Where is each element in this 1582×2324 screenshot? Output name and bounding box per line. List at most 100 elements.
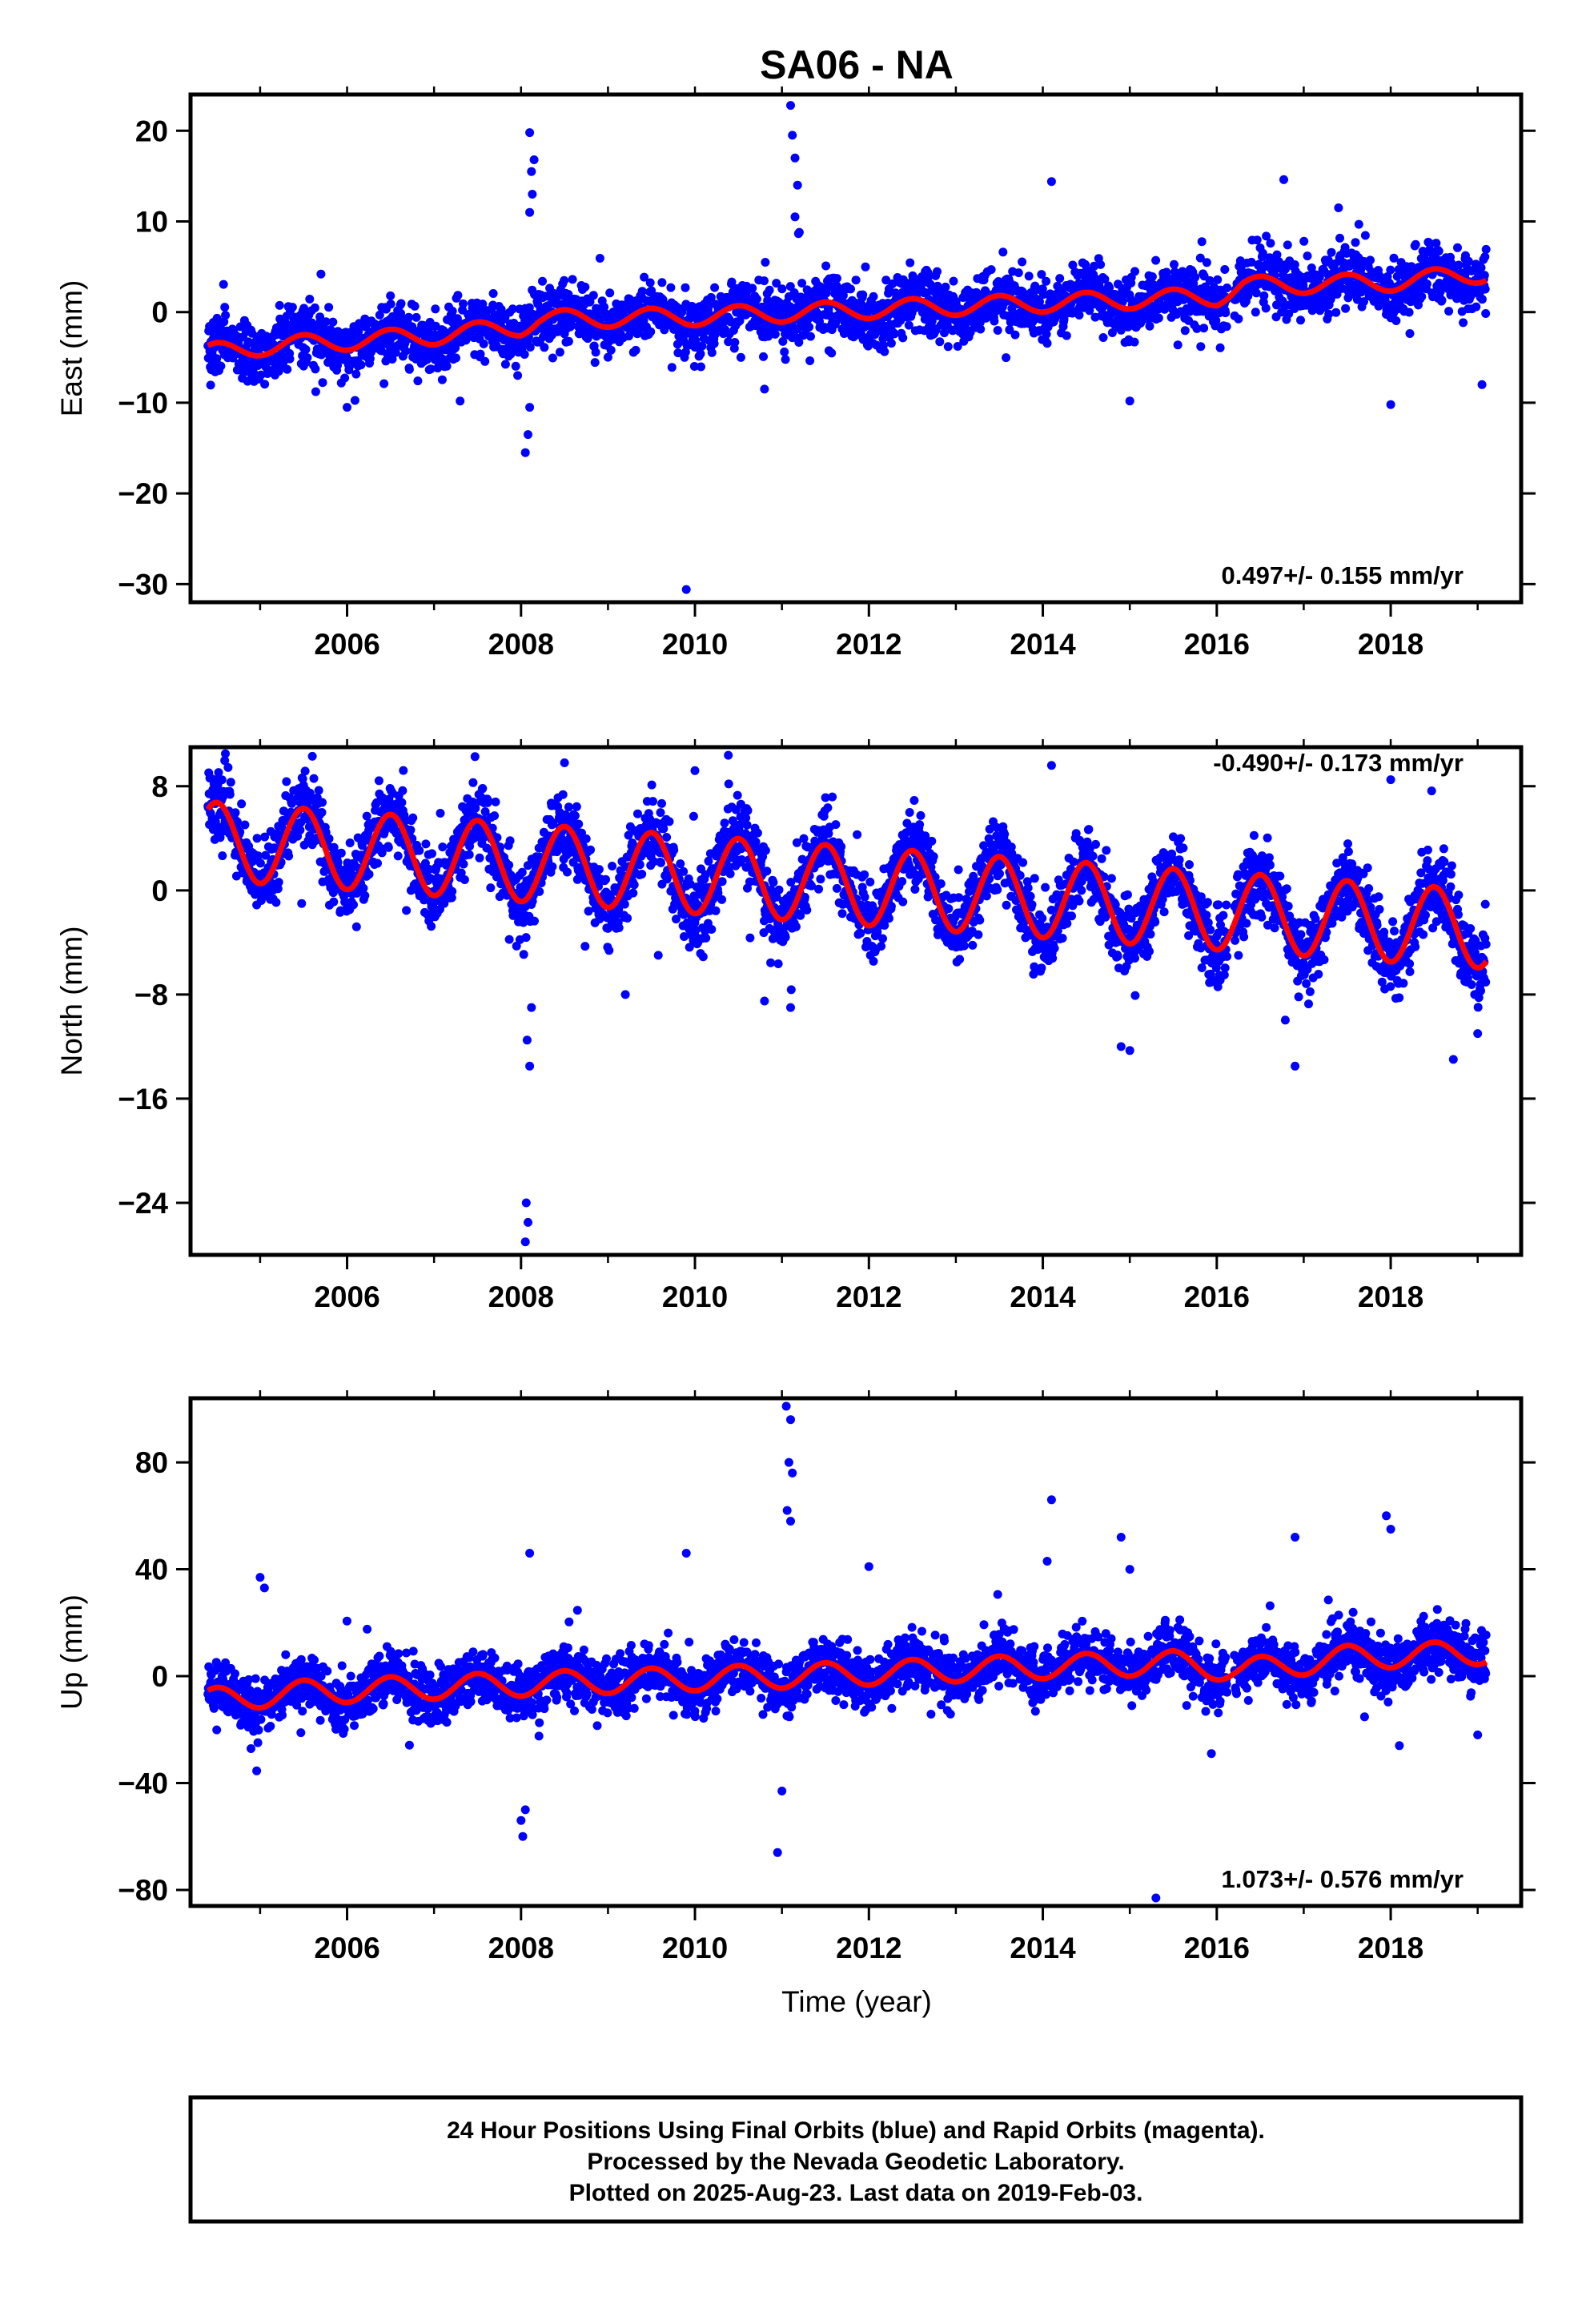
data-point: [781, 355, 790, 364]
data-point: [794, 338, 804, 347]
data-point: [398, 786, 408, 795]
data-point: [350, 396, 359, 405]
data-point: [595, 254, 604, 263]
data-point: [438, 842, 448, 852]
data-point: [861, 262, 870, 271]
outlier-point: [343, 403, 351, 412]
data-point: [736, 352, 745, 362]
data-point: [379, 379, 389, 388]
data-point: [827, 348, 837, 358]
data-point: [752, 294, 761, 304]
data-point: [564, 802, 573, 812]
data-point: [1259, 291, 1269, 300]
data-point: [1180, 326, 1190, 336]
data-point: [665, 817, 674, 826]
data-point: [1341, 304, 1351, 313]
data-point: [620, 899, 629, 909]
data-point: [769, 878, 778, 887]
daily-points-east: [203, 101, 1491, 594]
data-point: [657, 278, 667, 287]
data-point: [673, 348, 683, 358]
data-point: [1252, 235, 1262, 245]
data-point: [452, 353, 460, 363]
data-point: [1283, 240, 1292, 250]
data-point: [762, 866, 772, 876]
data-point: [1191, 272, 1200, 282]
data-point: [704, 856, 713, 866]
data-point: [460, 875, 469, 884]
data-point: [1459, 318, 1468, 328]
figure-title: SA06 - NA: [760, 42, 954, 87]
data-point: [705, 301, 713, 310]
data-point: [993, 326, 1002, 335]
data-point: [297, 899, 307, 908]
data-point: [568, 275, 577, 284]
data-point: [760, 276, 769, 286]
data-point: [311, 364, 320, 374]
data-point: [1354, 219, 1363, 229]
data-point: [364, 870, 374, 879]
data-point: [287, 303, 297, 312]
data-point: [324, 303, 334, 312]
daily-points-north: [203, 749, 1491, 1247]
data-point: [623, 914, 632, 923]
data-point: [448, 887, 457, 896]
outlier-point: [529, 155, 539, 164]
data-point: [821, 261, 831, 271]
data-point: [748, 283, 757, 293]
data-point: [647, 780, 656, 790]
data-point: [585, 297, 595, 307]
data-point: [1202, 258, 1211, 267]
data-point: [412, 312, 421, 322]
data-point: [570, 811, 580, 821]
data-point: [375, 310, 384, 320]
data-point: [1360, 231, 1370, 240]
data-point: [742, 820, 752, 830]
data-point: [1018, 257, 1027, 267]
data-point: [223, 762, 233, 772]
data-point: [669, 846, 679, 854]
data-point: [525, 343, 535, 352]
plot-area-north: [203, 749, 1491, 1247]
data-point: [517, 867, 527, 877]
data-point: [689, 362, 699, 371]
data-point: [724, 750, 733, 760]
data-point: [603, 352, 612, 362]
data-point: [725, 869, 735, 879]
data-point: [781, 932, 790, 942]
data-point: [1351, 238, 1360, 247]
data-point: [720, 818, 729, 828]
data-point: [1405, 329, 1415, 338]
data-point: [770, 329, 780, 339]
data-point: [504, 935, 514, 944]
data-point: [778, 336, 788, 346]
data-point: [365, 354, 375, 364]
data-point: [998, 247, 1008, 257]
data-point: [1042, 339, 1052, 348]
data-point: [374, 776, 383, 786]
data-point: [508, 304, 517, 314]
data-point: [360, 891, 370, 900]
data-point: [275, 300, 284, 310]
data-point: [540, 343, 549, 352]
data-point: [1366, 255, 1375, 265]
y-tick-label: −30: [118, 568, 168, 601]
data-point: [206, 380, 215, 390]
data-point: [1215, 343, 1225, 352]
data-point: [318, 798, 327, 807]
data-point: [1213, 275, 1223, 284]
plot-area-east: [203, 101, 1491, 594]
data-point: [406, 825, 416, 834]
data-point: [657, 798, 666, 808]
data-point: [351, 922, 361, 931]
data-point: [691, 336, 701, 345]
data-point: [486, 883, 496, 893]
data-point: [303, 353, 312, 363]
outlier-point: [525, 207, 535, 217]
data-point: [349, 900, 358, 910]
data-point: [743, 806, 753, 815]
data-point: [707, 348, 717, 357]
data-point: [679, 866, 689, 876]
data-point: [727, 277, 737, 287]
